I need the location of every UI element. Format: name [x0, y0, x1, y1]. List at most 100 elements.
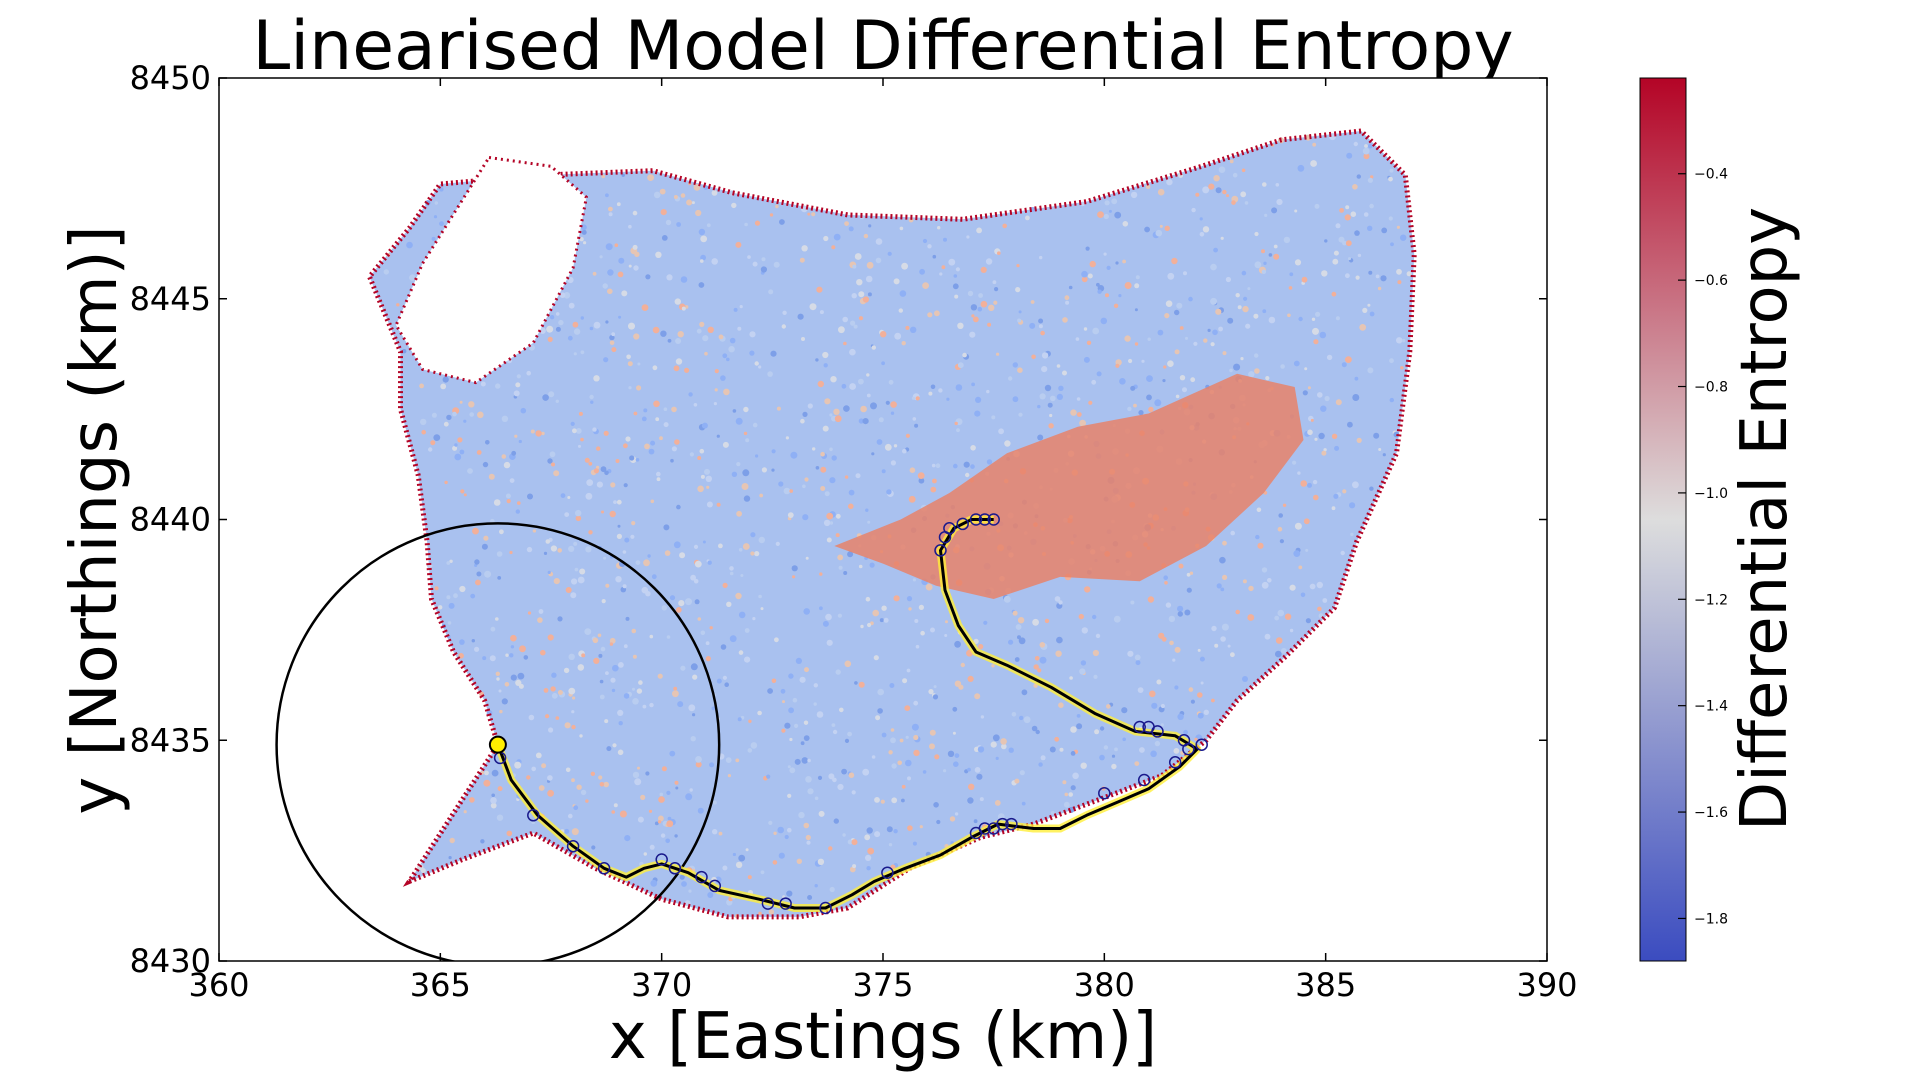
entropy-point	[833, 818, 839, 824]
entropy-point	[588, 530, 593, 535]
entropy-point	[918, 477, 925, 484]
entropy-point	[747, 875, 752, 880]
entropy-point	[933, 685, 937, 689]
entropy-point	[1211, 625, 1217, 632]
entropy-point	[930, 486, 937, 493]
entropy-point	[1388, 216, 1393, 221]
entropy-point	[644, 443, 650, 450]
entropy-point	[593, 657, 600, 665]
entropy-point	[1017, 318, 1022, 323]
entropy-point	[1008, 639, 1014, 645]
entropy-point	[1320, 405, 1327, 412]
entropy-point	[575, 428, 582, 434]
entropy-point	[460, 489, 465, 494]
entropy-point	[716, 678, 722, 684]
entropy-point	[528, 714, 535, 721]
entropy-point	[606, 746, 612, 752]
entropy-point	[1111, 198, 1118, 205]
entropy-point	[421, 429, 427, 435]
sample-marker	[695, 870, 708, 884]
entropy-point	[908, 607, 912, 611]
entropy-point	[890, 401, 897, 408]
entropy-point	[1367, 177, 1373, 183]
entropy-point	[1273, 253, 1280, 260]
entropy-point	[852, 264, 857, 269]
y-tick-label: 8430	[130, 942, 211, 980]
entropy-point	[459, 639, 465, 645]
entropy-point	[1188, 687, 1194, 692]
entropy-point	[1247, 614, 1255, 621]
entropy-point	[559, 292, 566, 299]
entropy-point	[1294, 209, 1298, 213]
entropy-point	[735, 861, 743, 869]
entropy-point	[553, 578, 560, 585]
entropy-point	[692, 713, 696, 717]
entropy-point	[1068, 792, 1073, 797]
entropy-point	[545, 539, 551, 544]
entropy-point	[617, 271, 624, 278]
entropy-point	[501, 415, 509, 422]
entropy-point	[716, 434, 720, 438]
entropy-point	[1353, 141, 1359, 147]
entropy-point	[1282, 503, 1287, 507]
entropy-point	[1089, 260, 1096, 268]
entropy-point	[591, 845, 596, 850]
entropy-point	[666, 274, 673, 281]
entropy-point	[609, 637, 616, 644]
entropy-point	[889, 683, 895, 688]
entropy-point	[1377, 286, 1382, 291]
entropy-point	[953, 463, 958, 469]
entropy-point	[622, 550, 627, 554]
entropy-point	[1097, 211, 1104, 219]
entropy-point	[1145, 184, 1151, 189]
entropy-point	[676, 504, 681, 510]
entropy-point	[1058, 702, 1064, 708]
entropy-point	[546, 325, 554, 333]
entropy-point	[1050, 395, 1056, 402]
entropy-point	[740, 574, 744, 577]
entropy-point	[1356, 174, 1362, 179]
sample-marker	[566, 839, 580, 853]
entropy-point	[1241, 168, 1246, 173]
entropy-point	[1139, 747, 1145, 753]
sample-marker	[1142, 720, 1155, 734]
entropy-point	[645, 274, 651, 280]
entropy-point	[1031, 725, 1038, 732]
entropy-point	[538, 609, 544, 614]
entropy-point	[766, 774, 771, 779]
entropy-point	[1248, 371, 1255, 378]
entropy-point	[1241, 270, 1247, 276]
entropy-point	[548, 727, 554, 733]
entropy-point	[954, 753, 960, 758]
entropy-point	[1322, 598, 1328, 603]
entropy-point	[1035, 729, 1040, 735]
entropy-point	[729, 337, 736, 344]
entropy-point	[434, 586, 439, 591]
entropy-point	[448, 856, 452, 860]
entropy-point	[579, 734, 583, 738]
entropy-point	[700, 474, 705, 479]
entropy-point	[1080, 762, 1087, 769]
entropy-point	[406, 241, 413, 249]
entropy-point	[880, 799, 885, 804]
entropy-point	[571, 778, 575, 783]
entropy-point	[625, 616, 630, 621]
entropy-point	[580, 350, 585, 355]
entropy-point	[996, 352, 1000, 356]
entropy-point	[1335, 223, 1341, 229]
entropy-point	[560, 493, 566, 498]
entropy-point	[1130, 385, 1136, 391]
entropy-point	[933, 802, 939, 808]
entropy-point	[771, 678, 777, 684]
entropy-point	[623, 483, 628, 488]
entropy-point	[967, 767, 971, 772]
entropy-point	[1210, 263, 1217, 271]
entropy-point	[519, 645, 526, 653]
entropy-point	[904, 705, 911, 711]
entropy-point	[878, 417, 884, 423]
colorbar-tick-label: −1.6	[1694, 805, 1728, 821]
entropy-point	[526, 370, 531, 376]
entropy-point	[946, 397, 950, 401]
x-tick-label: 360	[188, 966, 249, 1004]
entropy-point	[1313, 339, 1319, 345]
